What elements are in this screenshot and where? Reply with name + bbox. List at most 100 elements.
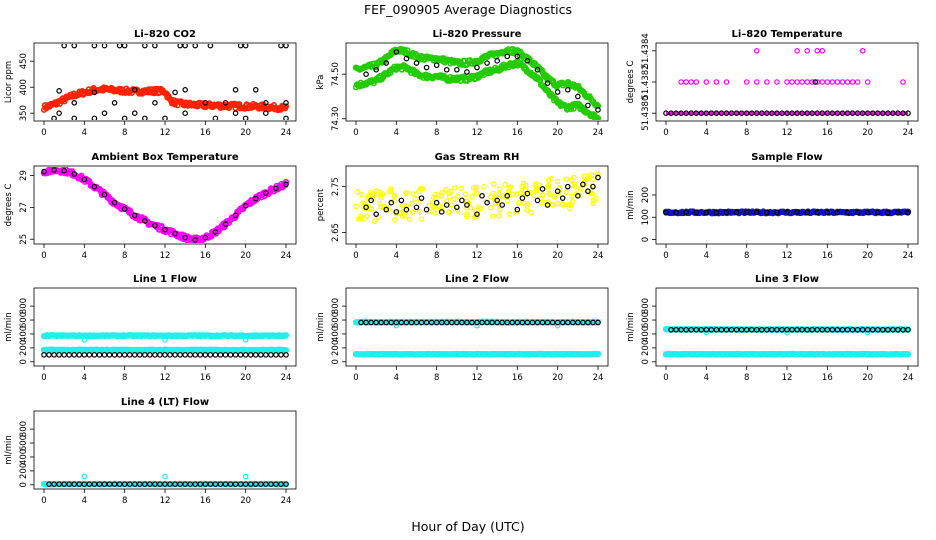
data-point bbox=[849, 79, 856, 85]
x-tick-label: 4 bbox=[394, 373, 399, 383]
data-point bbox=[834, 110, 841, 117]
data-point bbox=[222, 221, 229, 227]
y-axis-label: degrees C bbox=[626, 61, 636, 104]
data-point bbox=[242, 473, 249, 480]
data-point bbox=[864, 209, 871, 216]
data-point bbox=[789, 326, 795, 333]
x-tick-label: 24 bbox=[281, 496, 292, 506]
x-tick-label: 16 bbox=[200, 373, 211, 383]
panel-title: Gas Stream RH bbox=[435, 152, 520, 163]
x-tick-label: 24 bbox=[281, 373, 292, 383]
data-point bbox=[413, 319, 420, 326]
data-point bbox=[71, 352, 78, 358]
x-tick-label: 20 bbox=[240, 128, 251, 138]
data-point bbox=[454, 204, 460, 211]
data-point bbox=[814, 47, 821, 54]
panel-7: Line 1 Flow ml/min 0 4 8 12 16 20 24 0 20040060080… bbox=[4, 274, 297, 383]
data-point bbox=[688, 110, 695, 117]
series-flag-mid bbox=[56, 87, 289, 106]
data-point bbox=[713, 209, 720, 216]
data-point bbox=[361, 216, 367, 222]
data-point bbox=[774, 209, 780, 216]
data-point bbox=[673, 326, 679, 333]
data-point bbox=[595, 174, 601, 181]
data-point bbox=[496, 207, 503, 213]
data-point bbox=[595, 107, 601, 113]
data-point bbox=[364, 213, 370, 219]
data-point bbox=[594, 102, 602, 110]
x-tick-label: 12 bbox=[472, 373, 483, 383]
data-point bbox=[283, 115, 289, 120]
data-point bbox=[283, 181, 289, 188]
data-point bbox=[743, 79, 750, 85]
x-tick-label: 4 bbox=[704, 373, 709, 383]
data-point bbox=[136, 481, 143, 487]
data-point bbox=[738, 326, 745, 333]
data-point bbox=[678, 79, 684, 85]
data-point bbox=[849, 110, 856, 117]
x-tick-label: 8 bbox=[744, 373, 749, 383]
data-point bbox=[814, 326, 821, 333]
panel-title: Sample Flow bbox=[751, 152, 823, 163]
data-point bbox=[464, 69, 470, 75]
data-point bbox=[152, 222, 158, 229]
x-tick-label: 8 bbox=[122, 496, 127, 506]
data-point bbox=[91, 44, 98, 49]
data-point bbox=[488, 204, 494, 211]
data-point bbox=[474, 64, 480, 71]
data-point bbox=[774, 79, 780, 85]
y-tick-label: 0 bbox=[331, 359, 341, 364]
x-tick-label: 20 bbox=[552, 128, 563, 138]
x-tick-label: 24 bbox=[903, 251, 914, 261]
panel-9: Line 3 Flow ml/min 0 4 8 12 16 20 24 0 20040060080… bbox=[626, 274, 919, 383]
data-point bbox=[446, 209, 452, 215]
data-point bbox=[769, 110, 775, 117]
y-tick-label: 29 bbox=[19, 170, 29, 181]
data-point bbox=[804, 209, 810, 216]
data-point bbox=[403, 319, 410, 326]
data-point bbox=[81, 481, 88, 487]
series-raw bbox=[40, 84, 290, 114]
y-axis-label: degrees C bbox=[4, 184, 14, 227]
data-point bbox=[698, 326, 705, 333]
data-point bbox=[41, 168, 47, 175]
data-point bbox=[242, 202, 249, 209]
data-point bbox=[590, 319, 596, 326]
data-point bbox=[494, 319, 500, 326]
y-tick-label: 600 bbox=[19, 435, 29, 451]
data-point bbox=[212, 481, 219, 487]
x-tick-label: 0 bbox=[41, 251, 46, 261]
y-tick-label: 100 bbox=[641, 209, 651, 225]
x-tick-label: 24 bbox=[593, 128, 604, 138]
data-point bbox=[718, 326, 725, 333]
data-point bbox=[769, 326, 775, 333]
data-point bbox=[794, 47, 800, 54]
data-point bbox=[357, 213, 364, 220]
data-point bbox=[51, 352, 57, 358]
data-point bbox=[829, 326, 836, 333]
data-point bbox=[809, 110, 816, 117]
data-point bbox=[569, 198, 576, 205]
y-tick-label: 0 bbox=[641, 237, 651, 242]
data-point bbox=[723, 209, 730, 216]
data-point bbox=[519, 195, 526, 201]
data-point bbox=[718, 110, 725, 117]
data-point bbox=[524, 207, 530, 213]
x-tick-label: 12 bbox=[160, 496, 171, 506]
data-point bbox=[804, 326, 810, 333]
data-point bbox=[252, 87, 259, 93]
data-point bbox=[111, 199, 118, 206]
panel-title: Li–820 Pressure bbox=[433, 29, 522, 40]
series-dips bbox=[393, 322, 561, 329]
data-point bbox=[147, 481, 153, 487]
marks bbox=[663, 47, 911, 117]
x-tick-label: 20 bbox=[862, 373, 873, 383]
data-point bbox=[824, 326, 831, 333]
data-point bbox=[864, 329, 871, 336]
x-tick-label: 20 bbox=[552, 251, 563, 261]
x-tick-label: 12 bbox=[160, 373, 171, 383]
series-avg bbox=[41, 167, 289, 243]
series-avg bbox=[358, 319, 601, 326]
data-point bbox=[491, 181, 497, 187]
data-point bbox=[136, 352, 143, 358]
